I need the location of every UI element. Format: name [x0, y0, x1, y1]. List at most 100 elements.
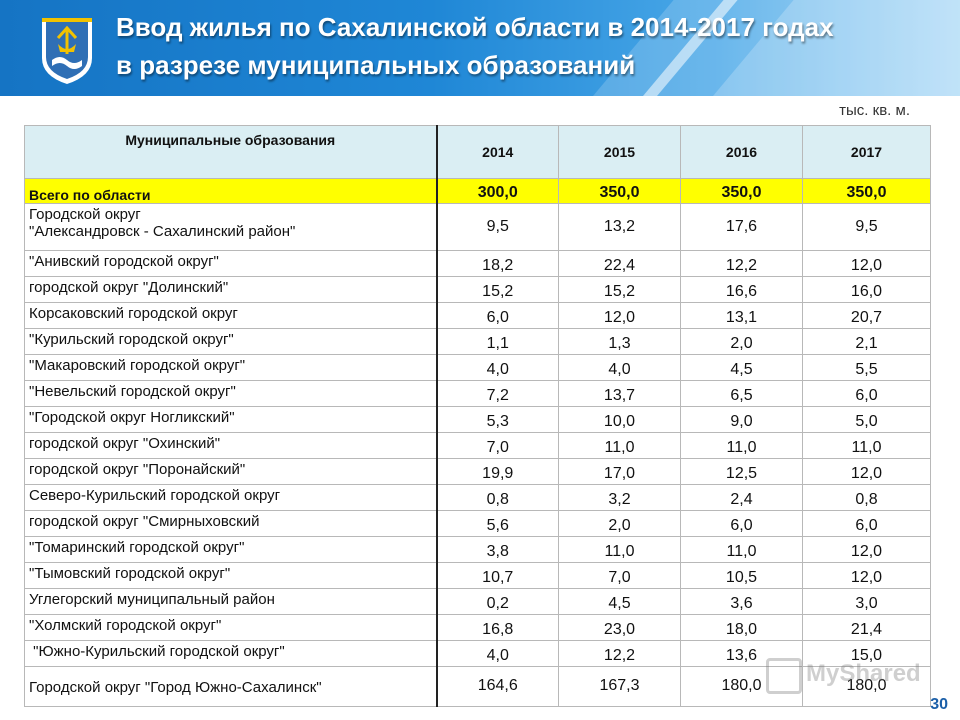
watermark-logo-icon — [766, 658, 802, 694]
cell-value: 4,5 — [558, 588, 681, 615]
cell-value: 12,0 — [802, 536, 931, 563]
cell-value: 20,7 — [802, 302, 931, 329]
cell-value: 23,0 — [558, 614, 681, 641]
column-header-municipality: Муниципальные образования — [24, 125, 437, 179]
row-name: "Анивский городской округ" — [24, 250, 437, 277]
cell-value: 12,2 — [680, 250, 803, 277]
table-row: "Курильский городской округ" 1,1 1,3 2,0… — [24, 328, 931, 355]
cell-value: 17,0 — [558, 458, 681, 485]
slide-title: Ввод жилья по Сахалинской области в 2014… — [116, 8, 916, 84]
cell-value: 180,0 — [802, 666, 931, 707]
page-number: 30 — [930, 696, 948, 713]
row-name: "Городской округ Ногликский" — [24, 406, 437, 433]
table-row: "Холмский городской округ" 16,8 23,0 18,… — [24, 614, 931, 641]
table-row: "Томаринский городской округ" 3,8 11,0 1… — [24, 536, 931, 563]
cell-value: 6,5 — [680, 380, 803, 407]
cell-value: 13,1 — [680, 302, 803, 329]
table-row: "Невельский городской округ" 7,2 13,7 6,… — [24, 380, 931, 407]
cell-value: 300,0 — [435, 178, 559, 204]
table-row: "Городской округ Ногликский" 5,3 10,0 9,… — [24, 406, 931, 433]
cell-value: 7,0 — [435, 432, 559, 459]
row-name: городской округ "Охинский" — [24, 432, 437, 459]
cell-value: 13,6 — [680, 640, 803, 667]
cell-value: 5,6 — [435, 510, 559, 537]
title-line-1: Ввод жилья по Сахалинской области в 2014… — [116, 12, 834, 42]
cell-value: 9,0 — [680, 406, 803, 433]
cell-value: 18,0 — [680, 614, 803, 641]
cell-value: 5,0 — [802, 406, 931, 433]
cell-value: 9,5 — [435, 203, 559, 251]
cell-value: 2,4 — [680, 484, 803, 511]
cell-value: 350,0 — [680, 178, 803, 204]
row-name: городской округ "Смирныховский — [24, 510, 437, 537]
cell-value: 10,7 — [435, 562, 559, 589]
cell-value: 3,6 — [680, 588, 803, 615]
cell-value: 16,8 — [435, 614, 559, 641]
cell-value: 4,0 — [435, 354, 559, 381]
cell-value: 3,2 — [558, 484, 681, 511]
cell-value: 6,0 — [802, 510, 931, 537]
table-row: Корсаковский городской округ 6,0 12,0 13… — [24, 302, 931, 329]
cell-value: 10,0 — [558, 406, 681, 433]
row-name-line: Городской округ — [29, 206, 141, 223]
cell-value: 12,0 — [802, 250, 931, 277]
row-name: "Тымовский городской округ" — [24, 562, 437, 589]
row-name: Городской округ "Александровск - Сахалинс… — [24, 203, 437, 251]
cell-value: 12,0 — [802, 458, 931, 485]
cell-value: 16,6 — [680, 276, 803, 303]
cell-value: 11,0 — [680, 536, 803, 563]
cell-value: 15,2 — [435, 276, 559, 303]
table-row-total: Всего по области 300,0 350,0 350,0 350,0 — [24, 178, 931, 204]
row-name: "Курильский городской округ" — [24, 328, 437, 355]
column-header-year: 2017 — [802, 125, 931, 179]
cell-value: 21,4 — [802, 614, 931, 641]
cell-value: 16,0 — [802, 276, 931, 303]
column-header-year: 2014 — [435, 125, 559, 179]
cell-value: 6,0 — [435, 302, 559, 329]
cell-value: 22,4 — [558, 250, 681, 277]
table-header-row: Муниципальные образования 2014 2015 2016… — [24, 125, 931, 179]
cell-value: 0,2 — [435, 588, 559, 615]
cell-value: 2,1 — [802, 328, 931, 355]
cell-value: 3,8 — [435, 536, 559, 563]
row-name: Корсаковский городской округ — [24, 302, 437, 329]
cell-value: 13,7 — [558, 380, 681, 407]
cell-value: 0,8 — [802, 484, 931, 511]
cell-value: 7,2 — [435, 380, 559, 407]
cell-value: 11,0 — [680, 432, 803, 459]
cell-value: 2,0 — [558, 510, 681, 537]
cell-value: 12,2 — [558, 640, 681, 667]
table-row: Городской округ "Александровск - Сахалинс… — [24, 203, 931, 251]
cell-value: 0,8 — [435, 484, 559, 511]
row-name: городской округ "Долинский" — [24, 276, 437, 303]
cell-value: 6,0 — [680, 510, 803, 537]
table-row: городской округ "Поронайский" 19,9 17,0 … — [24, 458, 931, 485]
cell-value: 12,0 — [802, 562, 931, 589]
row-name: "Холмский городской округ" — [24, 614, 437, 641]
watermark-text: MyShared — [806, 660, 921, 687]
row-name-line: "Александровск - Сахалинский район" — [29, 223, 296, 240]
row-name: Всего по области — [24, 178, 437, 204]
cell-value: 6,0 — [802, 380, 931, 407]
cell-value: 12,5 — [680, 458, 803, 485]
table-row: городской округ "Охинский" 7,0 11,0 11,0… — [24, 432, 931, 459]
table-row: "Южно-Курильский городской округ" 4,0 12… — [24, 640, 931, 667]
cell-value: 350,0 — [558, 178, 681, 204]
table-row: Северо-Курильский городской округ 0,8 3,… — [24, 484, 931, 511]
table-row: городской округ "Смирныховский 5,6 2,0 6… — [24, 510, 931, 537]
slide-header: Ввод жилья по Сахалинской области в 2014… — [0, 0, 960, 96]
table-row: "Макаровский городской округ" 4,0 4,0 4,… — [24, 354, 931, 381]
housing-table: Муниципальные образования 2014 2015 2016… — [24, 125, 931, 707]
cell-value: 7,0 — [558, 562, 681, 589]
cell-value: 11,0 — [558, 536, 681, 563]
sakhalin-coat-of-arms-icon — [42, 18, 92, 84]
cell-value: 10,5 — [680, 562, 803, 589]
cell-value: 3,0 — [802, 588, 931, 615]
row-name: "Томаринский городской округ" — [24, 536, 437, 563]
units-label: тыс. кв. м. — [839, 102, 910, 119]
cell-value: 19,9 — [435, 458, 559, 485]
cell-value: 5,5 — [802, 354, 931, 381]
row-name: Городской округ "Город Южно-Сахалинск" — [24, 666, 437, 707]
row-name: городской округ "Поронайский" — [24, 458, 437, 485]
table-row: городской округ "Долинский" 15,2 15,2 16… — [24, 276, 931, 303]
